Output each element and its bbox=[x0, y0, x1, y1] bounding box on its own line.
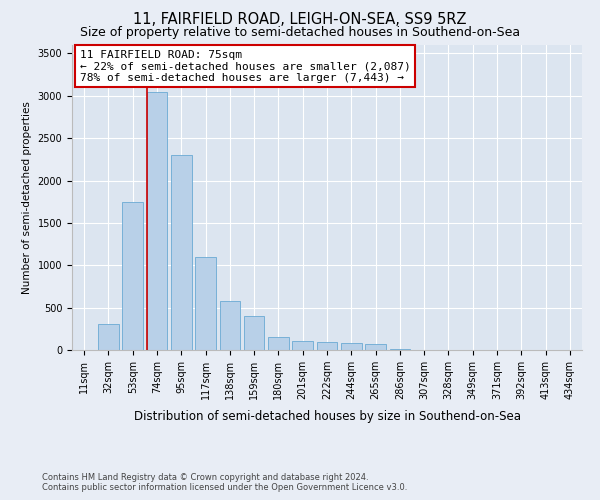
Text: Contains HM Land Registry data © Crown copyright and database right 2024.: Contains HM Land Registry data © Crown c… bbox=[42, 472, 368, 482]
Bar bbox=[317, 342, 337, 350]
Bar bbox=[389, 349, 410, 350]
Bar bbox=[244, 316, 265, 350]
Y-axis label: Number of semi-detached properties: Number of semi-detached properties bbox=[22, 101, 32, 294]
Bar bbox=[292, 341, 313, 350]
Text: Contains public sector information licensed under the Open Government Licence v3: Contains public sector information licen… bbox=[42, 484, 407, 492]
Bar bbox=[365, 344, 386, 350]
Bar bbox=[146, 92, 167, 350]
Bar bbox=[122, 202, 143, 350]
Bar bbox=[220, 302, 240, 350]
Bar bbox=[171, 155, 191, 350]
Text: 11 FAIRFIELD ROAD: 75sqm
← 22% of semi-detached houses are smaller (2,087)
78% o: 11 FAIRFIELD ROAD: 75sqm ← 22% of semi-d… bbox=[80, 50, 410, 83]
Bar bbox=[98, 324, 119, 350]
Bar bbox=[268, 338, 289, 350]
Bar bbox=[195, 257, 216, 350]
Text: 11, FAIRFIELD ROAD, LEIGH-ON-SEA, SS9 5RZ: 11, FAIRFIELD ROAD, LEIGH-ON-SEA, SS9 5R… bbox=[133, 12, 467, 28]
X-axis label: Distribution of semi-detached houses by size in Southend-on-Sea: Distribution of semi-detached houses by … bbox=[133, 410, 521, 424]
Text: Size of property relative to semi-detached houses in Southend-on-Sea: Size of property relative to semi-detach… bbox=[80, 26, 520, 39]
Bar bbox=[341, 343, 362, 350]
